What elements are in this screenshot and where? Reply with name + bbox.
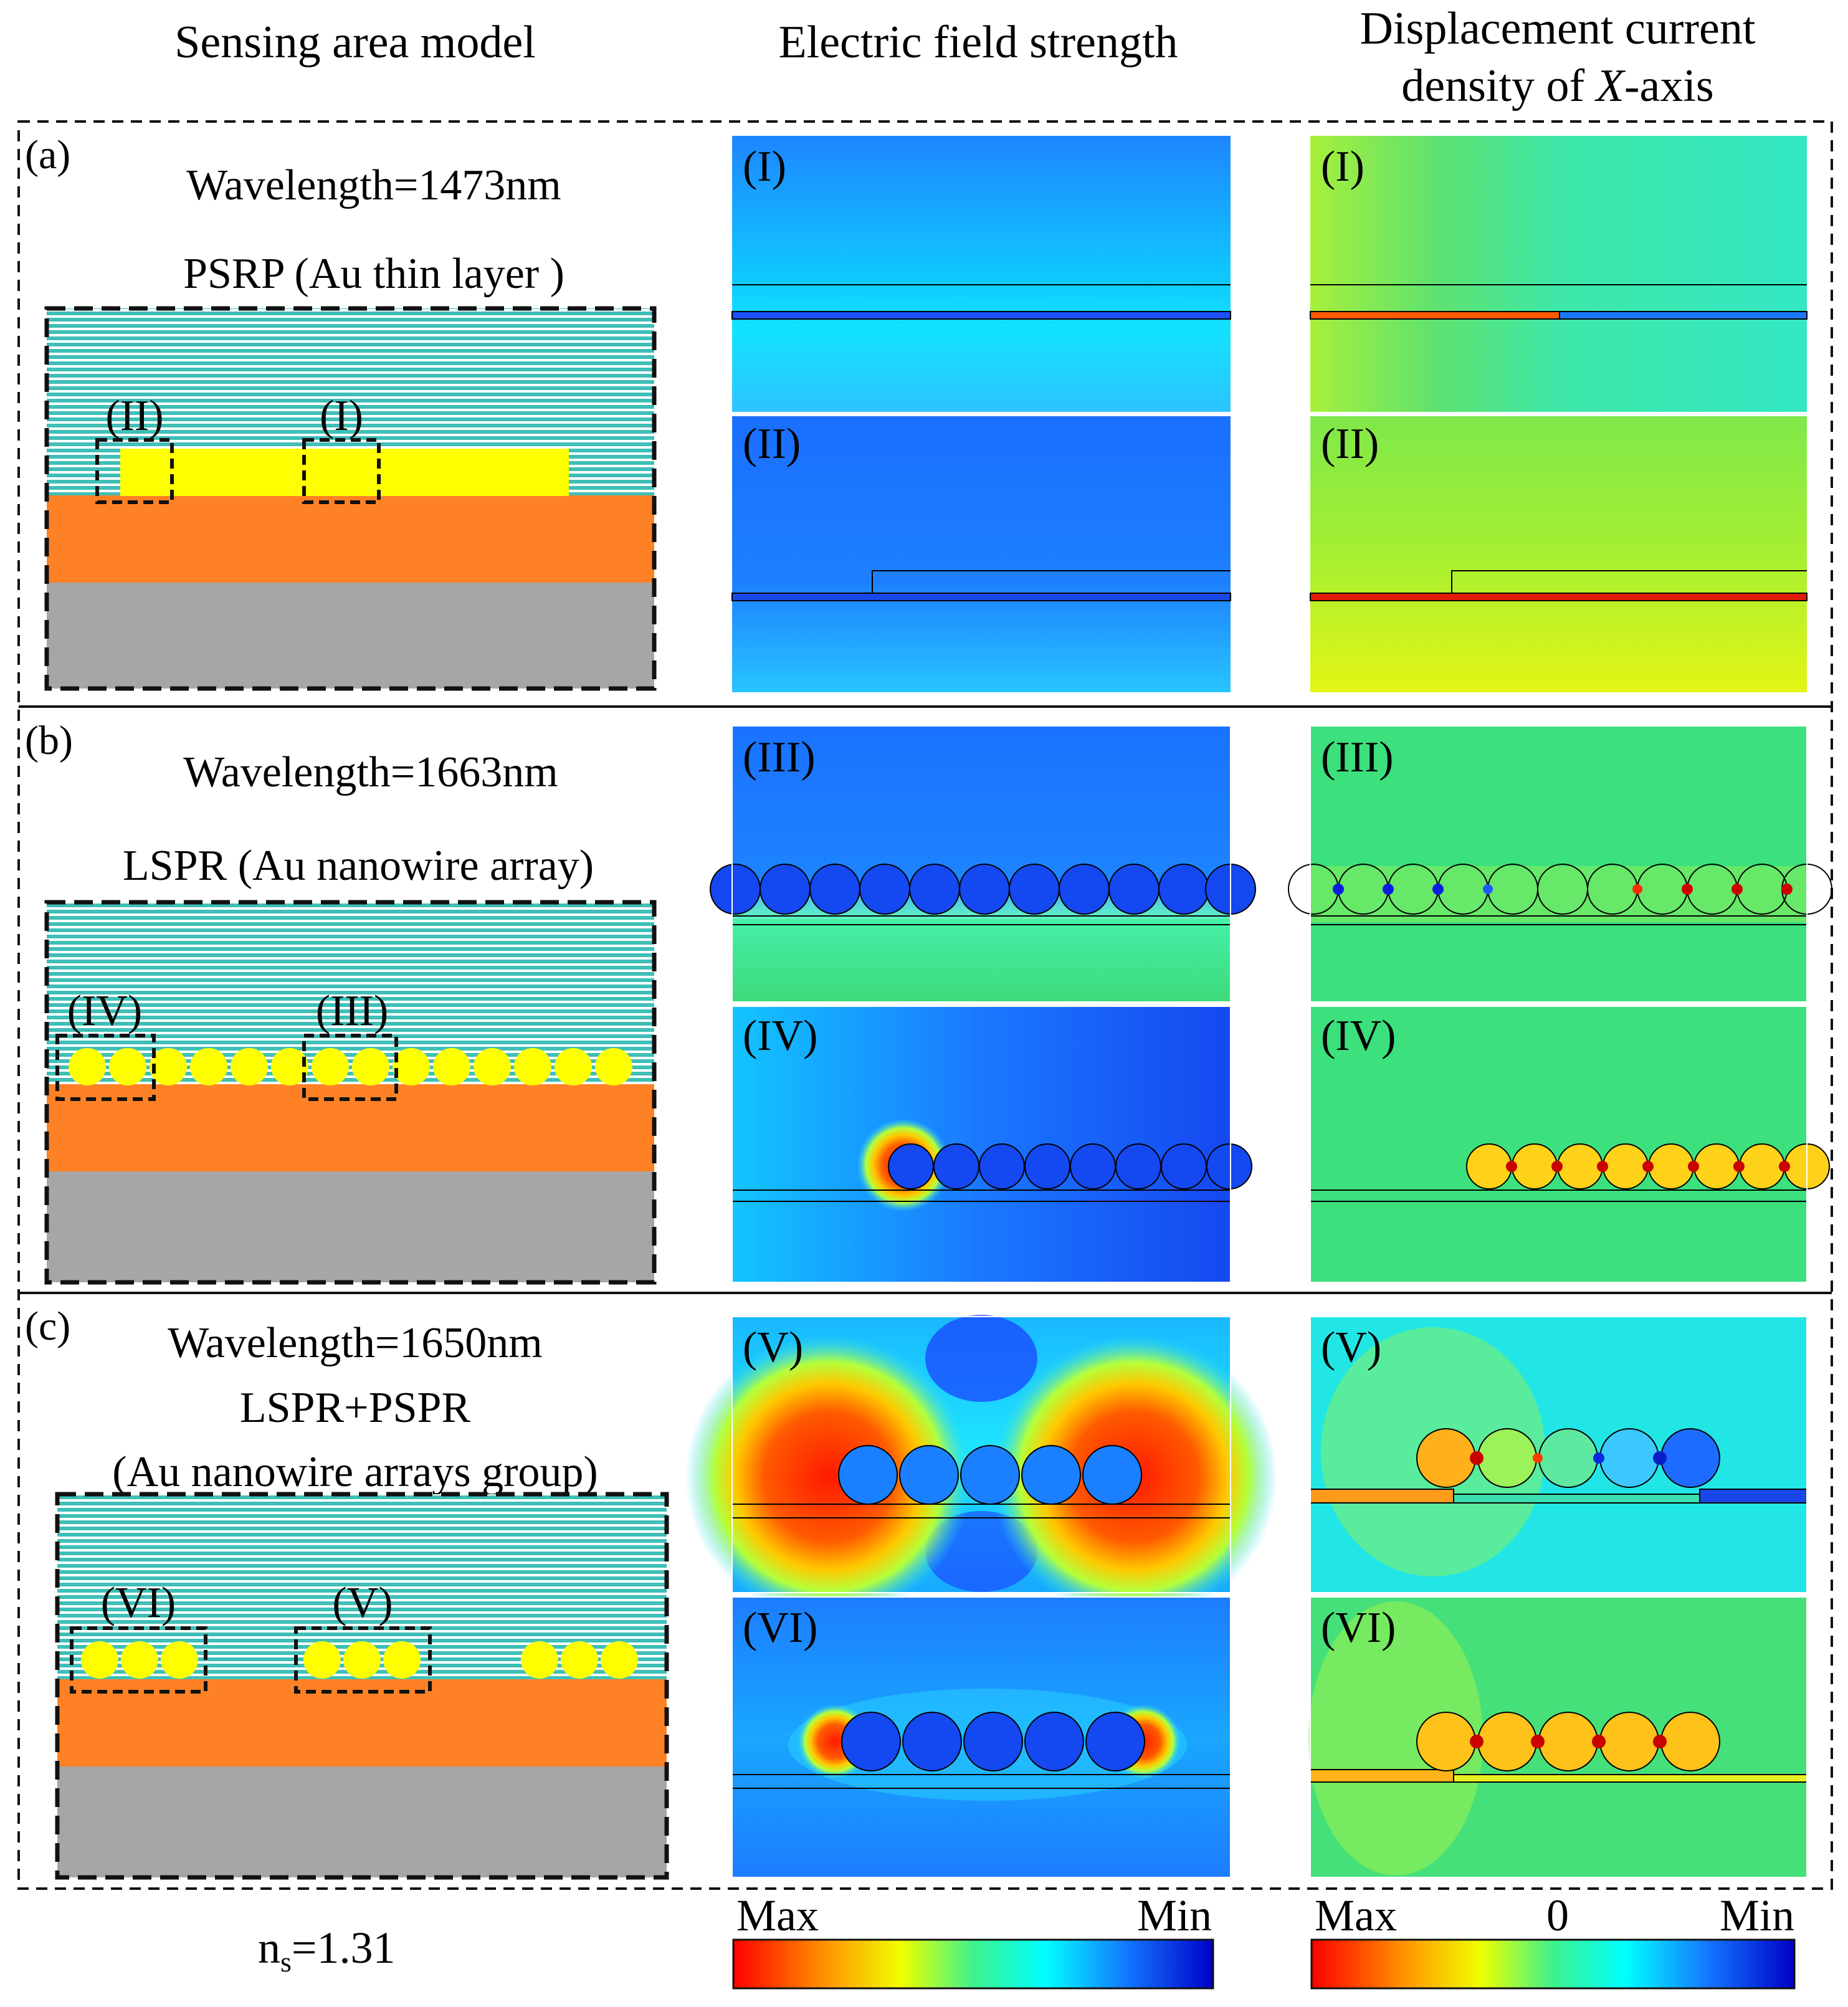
row-a-wavelength: Wavelength=1473nm [186, 161, 561, 209]
substrate-layer [47, 1084, 654, 1171]
nanowire-groups [81, 1641, 638, 1679]
efield-panel-IV: (IV) [731, 1006, 1252, 1283]
zoom-box-IV [55, 1034, 156, 1101]
substrate-layer [57, 1679, 667, 1766]
panel-label: (V) [743, 1323, 803, 1371]
colorbar-max-label: Max [1315, 1890, 1397, 1940]
row-c-label: (c) [25, 1304, 70, 1349]
zoom-box-V [294, 1626, 432, 1694]
panel-label: (II) [1321, 420, 1379, 468]
model-frame [44, 900, 657, 1285]
panel-label: (V) [1321, 1323, 1381, 1371]
panel-label: (I) [1321, 143, 1365, 191]
current-panel-VI: (VI) [1308, 1596, 1808, 1878]
header-displacement-current-line1: Displacement current [1360, 3, 1756, 54]
model-frame [44, 306, 657, 691]
base-layer [57, 1766, 667, 1877]
substrate-layer [47, 495, 654, 583]
zoom-box-label: (II) [105, 392, 163, 440]
panel-label: (IV) [743, 1012, 817, 1060]
colorbar-min-label: Min [1137, 1890, 1212, 1940]
zoom-box-label: (I) [320, 392, 363, 440]
panel-label: (IV) [1321, 1012, 1396, 1060]
base-layer [47, 583, 654, 689]
panel-label: (III) [743, 733, 816, 781]
efield-panel-VI: (VI) [731, 1596, 1231, 1878]
header-sensing-area-model: Sensing area model [174, 17, 536, 68]
row-a-label: (a) [25, 132, 70, 178]
row-b-mode: LSPR (Au nanowire array) [123, 842, 594, 890]
panel-label: (III) [1321, 733, 1394, 781]
row-b-wavelength: Wavelength=1663nm [183, 748, 558, 796]
zoom-box-label: (V) [332, 1579, 393, 1627]
colorbar-max-label: Max [736, 1890, 819, 1940]
current-panel-III: (III) [1288, 725, 1832, 1003]
row-b-model: (b) Wavelength=1663nm LSPR (Au nanowire … [25, 718, 657, 1285]
zoom-box-VI [70, 1626, 207, 1694]
panel-label: (VI) [743, 1604, 817, 1652]
row-a-mode: PSRP (Au thin layer ) [183, 250, 564, 298]
row-c-mode: LSPR+PSPR [240, 1384, 471, 1432]
efield-panel-II: (II) [731, 416, 1231, 692]
row-c-model: (c) Wavelength=1650nm LSPR+PSPR (Au nano… [25, 1304, 669, 1880]
row-b-label: (b) [25, 718, 73, 763]
colorbar-min-label: Min [1720, 1890, 1794, 1940]
current-panel-V: (V) [1310, 1316, 1808, 1593]
row-c-wavelength: Wavelength=1650nm [168, 1319, 543, 1367]
current-panel-I: (I) [1310, 136, 1808, 412]
row-c-mode-detail: (Au nanowire arrays group) [112, 1448, 598, 1496]
efield-panel-V: (V) [685, 1315, 1277, 1620]
refractive-index-label: ns=1.31 [258, 1923, 396, 1978]
efield-panel-I: (I) [731, 136, 1231, 412]
efield-panel-III: (III) [710, 725, 1256, 1003]
colorbar-efield: Max Min [732, 1890, 1214, 1990]
current-panel-IV: (IV) [1310, 1006, 1830, 1283]
header-displacement-current-line2: density of X-axis [1401, 60, 1713, 112]
colorbar-zero-label: 0 [1546, 1890, 1569, 1940]
panel-label: (I) [743, 143, 786, 191]
colorbar-current: Max 0 Min [1310, 1890, 1796, 1990]
outer-frame [17, 120, 1833, 1890]
zoom-box-II [95, 438, 174, 504]
zoom-box-I [302, 438, 381, 504]
panel-label: (VI) [1321, 1604, 1396, 1652]
zoom-box-label: (IV) [67, 987, 142, 1035]
header-electric-field: Electric field strength [778, 17, 1178, 68]
base-layer [47, 1171, 654, 1282]
gold-thin-layer [120, 449, 569, 496]
zoom-box-label: (III) [316, 987, 389, 1035]
nanowire-array [69, 1048, 632, 1085]
current-panel-II: (II) [1310, 416, 1808, 692]
model-frame [55, 1492, 669, 1880]
panel-label: (II) [743, 420, 801, 468]
row-a-model: (a) Wavelength=1473nm PSRP (Au thin laye… [25, 132, 657, 691]
zoom-box-label: (VI) [101, 1579, 176, 1627]
